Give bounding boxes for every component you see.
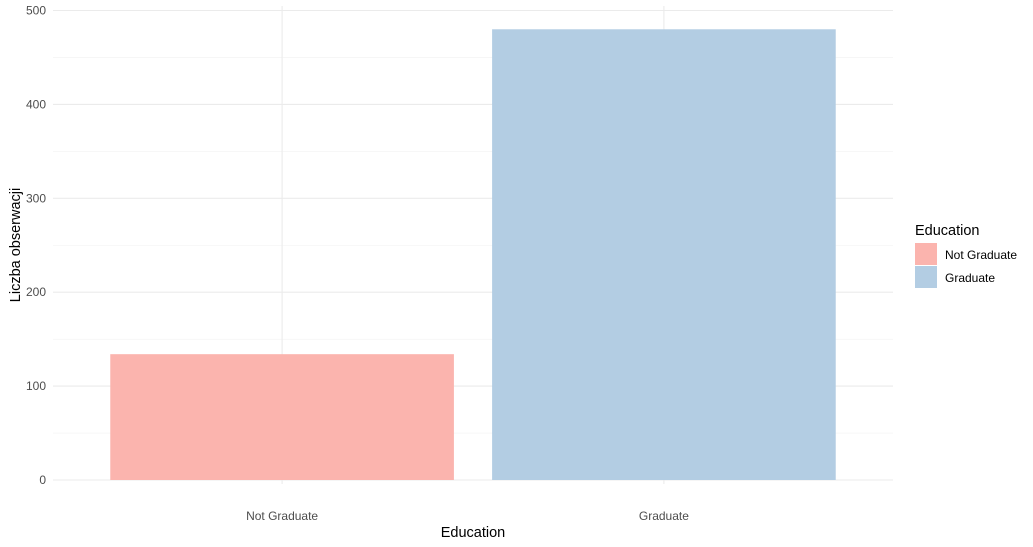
y-tick-label: 500 [26,4,46,18]
bar-graduate [492,29,836,481]
y-tick-label: 300 [26,191,46,205]
y-tick-label: 400 [26,97,46,111]
legend-label-not-graduate: Not Graduate [945,248,1017,262]
legend-label-graduate: Graduate [945,271,995,285]
legend: Education Not Graduate Graduate [915,223,1017,288]
y-axis-ticks: 0 100 200 300 400 500 [26,4,46,488]
legend-key-not-graduate [915,243,937,265]
y-axis-title: Liczba obserwacji [8,188,24,302]
x-axis-ticks: Not Graduate Graduate [246,509,689,523]
legend-title: Education [915,223,980,239]
x-axis-title: Education [441,525,506,541]
y-tick-label: 100 [26,379,46,393]
y-tick-label: 200 [26,285,46,299]
legend-key-graduate [915,266,937,288]
x-tick-label: Graduate [639,509,689,523]
y-tick-label: 0 [39,473,46,487]
bars [110,29,836,481]
x-tick-label: Not Graduate [246,509,318,523]
bar-not-graduate [110,354,454,480]
